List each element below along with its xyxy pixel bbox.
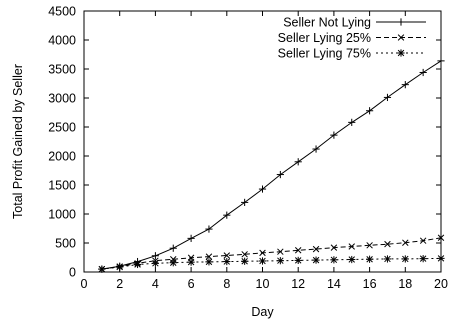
- data-point: [187, 234, 195, 242]
- data-point: [401, 81, 409, 89]
- x-tick-label: 20: [434, 277, 448, 291]
- data-point: [133, 260, 142, 269]
- x-tick-label: 18: [398, 277, 412, 291]
- data-point: [384, 240, 391, 248]
- data-point: [205, 258, 213, 266]
- series-3: [98, 254, 445, 273]
- data-point: [294, 247, 302, 254]
- data-point: [276, 257, 284, 265]
- data-point: [419, 255, 427, 263]
- legend-marker: [397, 18, 405, 26]
- data-point: [330, 256, 338, 264]
- legend-marker: [397, 49, 405, 57]
- data-point: [330, 131, 338, 139]
- data-point: [312, 145, 320, 153]
- legend-marker: [397, 34, 405, 41]
- plot-frame: [83, 10, 442, 273]
- data-point: [223, 257, 231, 266]
- data-point: [258, 257, 267, 265]
- data-point: [259, 249, 266, 257]
- axes: [83, 10, 442, 273]
- data-point: [241, 198, 249, 206]
- data-point: [383, 93, 392, 102]
- data-point: [294, 158, 302, 166]
- data-point: [348, 255, 356, 264]
- x-tick-label: 8: [223, 277, 230, 291]
- data-point: [205, 225, 213, 233]
- x-tick-label: 16: [363, 277, 377, 291]
- data-point: [169, 244, 177, 252]
- x-tick-label: 2: [116, 277, 123, 291]
- data-point: [401, 255, 409, 263]
- series-line: [101, 60, 442, 270]
- x-tick-label: 4: [152, 277, 159, 291]
- y-tick-label: 1000: [48, 208, 76, 222]
- data-point: [366, 255, 374, 263]
- series-line: [101, 237, 442, 270]
- data-point: [348, 243, 355, 250]
- series-1: [98, 57, 445, 273]
- legend-label: Seller Not Lying: [283, 16, 371, 30]
- data-point: [366, 242, 373, 249]
- y-tick-label: 2500: [48, 121, 76, 135]
- data-point: [223, 211, 231, 219]
- data-point: [437, 57, 445, 65]
- data-point: [366, 107, 374, 115]
- data-point: [241, 251, 248, 258]
- x-tick-label: 6: [188, 277, 195, 291]
- y-tick-label: 3000: [48, 92, 76, 106]
- x-tick-label: 12: [291, 277, 305, 291]
- data-point: [419, 237, 427, 244]
- x-tick-label: 0: [81, 277, 88, 291]
- data-point: [437, 234, 445, 242]
- x-tick-label: 10: [256, 277, 270, 291]
- data-point: [437, 254, 445, 262]
- y-tick-label: 4000: [48, 34, 76, 48]
- data-point: [223, 252, 231, 259]
- y-tick-label: 3500: [48, 63, 76, 77]
- data-point: [187, 258, 195, 266]
- data-point: [330, 244, 338, 251]
- data-point: [348, 118, 356, 126]
- data-point: [312, 256, 320, 264]
- legend-label: Seller Lying 25%: [278, 31, 371, 45]
- tick-labels: 0 2 4 6 8 10 12 14 16 18 20 0 500 1000 1500 2000 2500 300…: [48, 5, 448, 292]
- series-lines: [98, 57, 445, 273]
- data-point: [169, 259, 177, 267]
- data-point: [151, 252, 159, 260]
- y-tick-label: 0: [69, 266, 76, 280]
- data-point: [151, 259, 159, 267]
- y-tick-label: 4500: [48, 5, 76, 19]
- x-tick-label: 14: [327, 277, 341, 291]
- series-2: [98, 234, 445, 273]
- data-point: [294, 256, 302, 264]
- data-point: [383, 255, 392, 263]
- data-point: [312, 245, 320, 253]
- data-point: [205, 253, 213, 260]
- y-axis-label: Total Profit Gained by Seller: [11, 64, 25, 219]
- y-tick-label: 2000: [48, 150, 76, 164]
- data-point: [419, 68, 427, 77]
- x-axis-label: Day: [251, 305, 274, 319]
- data-point: [98, 265, 106, 273]
- data-point: [277, 248, 284, 255]
- data-point: [241, 257, 249, 265]
- y-tick-label: 1500: [48, 179, 76, 193]
- data-point: [116, 263, 124, 271]
- data-point: [258, 185, 267, 193]
- y-tick-label: 500: [55, 237, 76, 251]
- data-point: [276, 170, 284, 179]
- data-point: [402, 239, 409, 246]
- legend-label: Seller Lying 75%: [278, 47, 371, 61]
